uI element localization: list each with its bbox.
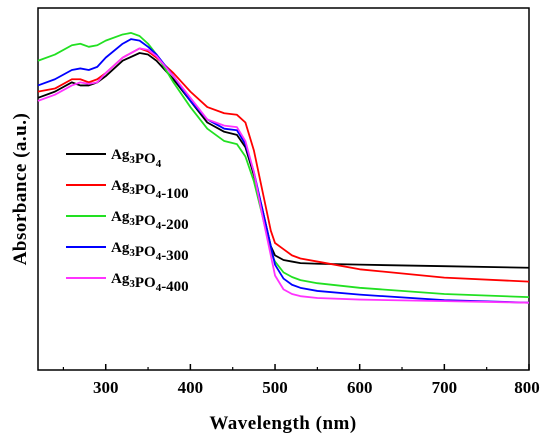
legend-label-4: Ag3PO4-300 [111,240,189,264]
x-tick-label: 300 [93,378,119,397]
x-tick-label: 400 [178,378,204,397]
x-axis-title: Wavelength (nm) [209,413,356,434]
legend: Ag3PO4 Ag3PO4-100 Ag3PO4-200 Ag3PO4-300 Ag3P… [66,147,189,295]
series-line-5 [37,47,530,304]
legend-label-1: Ag3PO4 [111,147,162,170]
legend-label-5: Ag3PO4-400 [111,271,189,295]
legend-label-3: Ag3PO4-200 [111,209,189,233]
x-tick-label: 600 [347,378,373,397]
series-line-2 [37,47,530,283]
series-line-3 [37,32,530,299]
x-tick-label: 700 [432,378,458,397]
x-tick-label: 800 [514,378,540,397]
series-layer [37,32,530,304]
x-tick-label: 500 [262,378,288,397]
plot-frame [37,7,530,371]
series-line-4 [37,38,530,304]
legend-label-2: Ag3PO4-100 [111,178,189,202]
y-axis-title: Absorbance (a.u.) [10,113,31,266]
x-axis-ticks: 300 400 500 600 700 800 [62,364,540,397]
